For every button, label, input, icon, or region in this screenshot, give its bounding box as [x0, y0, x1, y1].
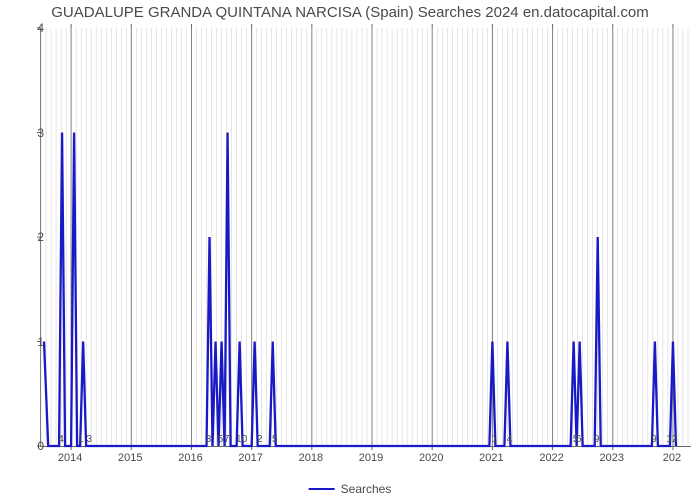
x-year-label: 2021 — [479, 452, 503, 464]
x-point-label: 1 3 — [78, 434, 92, 445]
y-tick-label: 3 — [37, 126, 44, 140]
x-year-label: 2015 — [118, 452, 142, 464]
x-year-label: 2020 — [419, 452, 443, 464]
x-point-label: 4 — [507, 434, 513, 445]
x-point-label: 12 — [666, 434, 677, 445]
chart-container: GUADALUPE GRANDA QUINTANA NARCISA (Spain… — [0, 0, 700, 500]
chart-title: GUADALUPE GRANDA QUINTANA NARCISA (Spain… — [0, 4, 700, 21]
x-year-label: 2016 — [178, 452, 202, 464]
legend-label: Searches — [341, 482, 392, 496]
x-point-label: 2 — [257, 434, 263, 445]
x-point-label: 4 — [58, 434, 64, 445]
y-tick-label: 1 — [37, 335, 44, 349]
legend: Searches — [309, 482, 392, 496]
chart-svg — [41, 28, 691, 446]
x-point-label: 9 — [594, 434, 600, 445]
x-point-label: 1 — [492, 434, 498, 445]
x-year-label: 2022 — [539, 452, 563, 464]
x-point-label: 3 — [206, 434, 212, 445]
legend-line-icon — [309, 488, 335, 490]
y-tick-label: 4 — [37, 21, 44, 35]
x-point-label: 9 — [651, 434, 657, 445]
y-tick-label: 0 — [37, 439, 44, 453]
x-year-label: 2018 — [299, 452, 323, 464]
x-point-label: 10 — [236, 434, 247, 445]
x-year-label: 2017 — [238, 452, 262, 464]
plot-area — [40, 28, 691, 447]
x-point-label: 6 — [576, 434, 582, 445]
x-year-label: 2023 — [600, 452, 624, 464]
x-point-label: 5 — [218, 434, 224, 445]
x-point-label: 7 — [224, 434, 230, 445]
x-point-label: 5 — [272, 434, 278, 445]
y-tick-label: 2 — [37, 230, 44, 244]
x-year-label: 2019 — [359, 452, 383, 464]
x-year-label: 202 — [663, 452, 681, 464]
x-year-label: 2014 — [58, 452, 82, 464]
